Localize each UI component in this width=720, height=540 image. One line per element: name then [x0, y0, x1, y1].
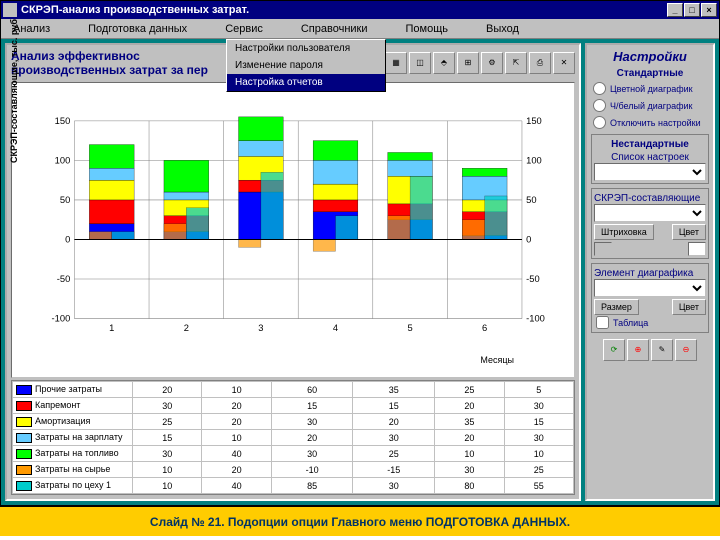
- maximize-button[interactable]: □: [684, 3, 700, 17]
- svg-text:150: 150: [526, 116, 542, 126]
- svg-text:-100: -100: [526, 313, 545, 323]
- tool-palette-icon[interactable]: ▦: [385, 52, 407, 74]
- svg-text:0: 0: [65, 234, 70, 244]
- standard-label: Стандартные: [591, 68, 709, 79]
- tool-print-icon[interactable]: ⎙: [529, 52, 551, 74]
- hatch-swatch: [594, 242, 612, 256]
- list-label: Список настроек: [594, 152, 706, 163]
- color-swatch: [688, 242, 706, 256]
- titlebar: СКРЭП-анализ производственных затрат. _ …: [1, 1, 719, 19]
- radio-color[interactable]: Цветной диаграфик: [591, 81, 709, 96]
- tool-close-icon[interactable]: ✕: [553, 52, 575, 74]
- tool-3d-icon[interactable]: ⬘: [433, 52, 455, 74]
- edit-icon[interactable]: ✎: [651, 339, 673, 361]
- svg-text:150: 150: [55, 116, 71, 126]
- chart-area: СКРЭП-составляющие, тыс. руб -100-100-50…: [11, 82, 575, 378]
- chart-panel: Анализ эффективнос производственных затр…: [5, 43, 581, 501]
- svg-text:-100: -100: [52, 313, 71, 323]
- service-dropdown: Настройки пользователя Изменение пароля …: [226, 39, 386, 92]
- settings-title: Настройки: [591, 49, 709, 64]
- app-window: СКРЭП-анализ производственных затрат. _ …: [0, 0, 720, 506]
- menubar: Анализ Подготовка данных Сервис Справочн…: [1, 19, 719, 39]
- svg-text:5: 5: [407, 323, 412, 333]
- svg-text:4: 4: [333, 323, 338, 333]
- svg-text:1: 1: [109, 323, 114, 333]
- menu-data-prep[interactable]: Подготовка данных: [84, 21, 191, 37]
- svg-text:50: 50: [60, 195, 70, 205]
- table-row: Затраты на топливо304030251010: [13, 446, 574, 462]
- apply-icon[interactable]: ⊕: [627, 339, 649, 361]
- tool-grid-icon[interactable]: ⊞: [457, 52, 479, 74]
- table-row: Затраты по цеху 1104085308055: [13, 478, 574, 494]
- radio-bw[interactable]: Ч/белый диаграфик: [591, 98, 709, 113]
- menu-help[interactable]: Помощь: [402, 21, 453, 37]
- table-checkbox[interactable]: Таблица: [594, 315, 706, 330]
- refresh-icon[interactable]: ⟳: [603, 339, 625, 361]
- svg-text:50: 50: [526, 195, 536, 205]
- dropdown-report-settings[interactable]: Настройка отчетов: [227, 74, 385, 91]
- color-button[interactable]: Цвет: [672, 224, 706, 240]
- x-axis-label: Месяцы: [480, 355, 514, 365]
- svg-text:3: 3: [258, 323, 263, 333]
- radio-off[interactable]: Отключить настройки: [591, 115, 709, 130]
- tool-export-icon[interactable]: ⇱: [505, 52, 527, 74]
- menu-exit[interactable]: Выход: [482, 21, 523, 37]
- chart-toolbar: ▦ ◫ ⬘ ⊞ ⚙ ⇱ ⎙ ✕: [385, 52, 575, 74]
- size-button[interactable]: Размер: [594, 299, 639, 315]
- svg-text:6: 6: [482, 323, 487, 333]
- slide-caption: Слайд № 21. Подопции опции Главного меню…: [0, 506, 720, 536]
- element-select[interactable]: [594, 279, 706, 297]
- minimize-button[interactable]: _: [667, 3, 683, 17]
- component-label: СКРЭП-составляющие: [594, 193, 706, 204]
- close-button[interactable]: ×: [701, 3, 717, 17]
- tool-config-icon[interactable]: ⚙: [481, 52, 503, 74]
- element-label: Элемент диаграфика: [594, 268, 706, 279]
- menu-references[interactable]: Справочники: [297, 21, 372, 37]
- chart-svg: -100 -100 -50 -50 0 0 50 50 100 100 150 150 1 2 3 4 5 6: [12, 83, 574, 377]
- hatch-button[interactable]: Штриховка: [594, 224, 654, 240]
- table-row: Прочие затраты20106035255: [13, 382, 574, 398]
- table-row: Капремонт302015152030: [13, 398, 574, 414]
- nonstandard-label: Нестандартные: [594, 139, 706, 150]
- app-icon: [3, 3, 17, 17]
- table-row: Затраты на сырье1020-10-153025: [13, 462, 574, 478]
- table-row: Затраты на зарплату151020302030: [13, 430, 574, 446]
- menu-service[interactable]: Сервис: [221, 21, 267, 37]
- table-row: Амортизация252030203515: [13, 414, 574, 430]
- settings-list-select[interactable]: [594, 163, 706, 181]
- remove-icon[interactable]: ⊖: [675, 339, 697, 361]
- dropdown-change-password[interactable]: Изменение пароля: [227, 57, 385, 74]
- settings-panel: Настройки Стандартные Цветной диаграфик …: [585, 43, 715, 501]
- tool-chart-icon[interactable]: ◫: [409, 52, 431, 74]
- data-table: Прочие затраты20106035255Капремонт302015…: [11, 380, 575, 495]
- svg-text:-50: -50: [57, 274, 71, 284]
- window-title: СКРЭП-анализ производственных затрат.: [21, 4, 249, 16]
- component-select[interactable]: [594, 204, 706, 222]
- svg-text:2: 2: [184, 323, 189, 333]
- svg-text:100: 100: [55, 155, 71, 165]
- svg-text:0: 0: [526, 234, 531, 244]
- svg-text:-50: -50: [526, 274, 540, 284]
- color-button-2[interactable]: Цвет: [672, 299, 706, 315]
- dropdown-user-settings[interactable]: Настройки пользователя: [227, 40, 385, 57]
- svg-text:100: 100: [526, 155, 542, 165]
